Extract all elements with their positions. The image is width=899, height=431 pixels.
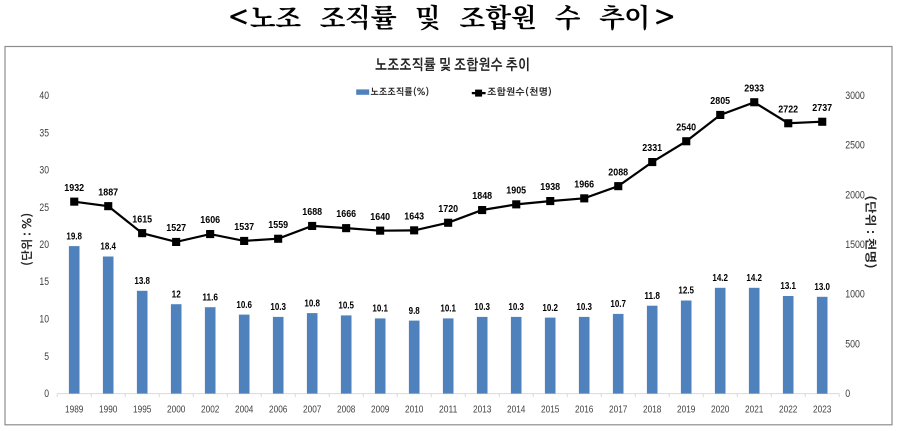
svg-text:13.0: 13.0 — [814, 282, 830, 293]
svg-text:2000: 2000 — [845, 189, 865, 201]
svg-text:19.8: 19.8 — [66, 231, 82, 242]
svg-text:2023: 2023 — [813, 404, 832, 415]
svg-text:0: 0 — [44, 388, 49, 400]
svg-text:2011: 2011 — [439, 404, 458, 415]
svg-text:2016: 2016 — [575, 404, 594, 415]
svg-text:1527: 1527 — [166, 223, 186, 234]
svg-text:30: 30 — [39, 165, 49, 177]
svg-text:2018: 2018 — [643, 404, 662, 415]
svg-text:2020: 2020 — [711, 404, 730, 415]
svg-text:2088: 2088 — [608, 167, 628, 178]
svg-text:10.7: 10.7 — [610, 299, 626, 310]
svg-text:14.2: 14.2 — [712, 273, 728, 284]
svg-text:1666: 1666 — [336, 209, 356, 220]
svg-text:2933: 2933 — [744, 83, 764, 94]
svg-text:1887: 1887 — [98, 187, 118, 198]
svg-text:1640: 1640 — [370, 212, 390, 223]
svg-text:2017: 2017 — [609, 404, 628, 415]
svg-text:10: 10 — [39, 314, 49, 326]
svg-text:2009: 2009 — [371, 404, 390, 415]
svg-text:12: 12 — [172, 289, 181, 300]
svg-text:2722: 2722 — [778, 104, 798, 115]
svg-text:2008: 2008 — [337, 404, 356, 415]
svg-text:1606: 1606 — [200, 215, 220, 226]
svg-text:2014: 2014 — [507, 404, 526, 415]
svg-text:2002: 2002 — [201, 404, 220, 415]
svg-text:1990: 1990 — [99, 404, 118, 415]
svg-text:1932: 1932 — [64, 183, 84, 194]
svg-text:0: 0 — [845, 388, 850, 400]
svg-text:10.6: 10.6 — [236, 300, 252, 311]
svg-text:35: 35 — [39, 127, 49, 139]
svg-text:1989: 1989 — [65, 404, 84, 415]
svg-text:10.3: 10.3 — [508, 302, 524, 313]
svg-text:1500: 1500 — [845, 239, 865, 251]
svg-text:2000: 2000 — [167, 404, 186, 415]
svg-text:2805: 2805 — [710, 96, 730, 107]
svg-text:5: 5 — [44, 351, 49, 363]
svg-text:25: 25 — [39, 202, 49, 214]
svg-text:1559: 1559 — [268, 220, 288, 231]
svg-text:11.6: 11.6 — [202, 292, 218, 303]
svg-text:500: 500 — [845, 338, 860, 350]
svg-text:2010: 2010 — [405, 404, 424, 415]
svg-text:15: 15 — [39, 276, 49, 288]
svg-text:1905: 1905 — [506, 186, 526, 197]
svg-text:10.3: 10.3 — [576, 302, 592, 313]
svg-text:1537: 1537 — [234, 222, 254, 233]
svg-text:1966: 1966 — [574, 179, 594, 190]
svg-text:2022: 2022 — [779, 404, 798, 415]
svg-text:10.3: 10.3 — [474, 302, 490, 313]
svg-text:40: 40 — [39, 90, 49, 102]
svg-text:2015: 2015 — [541, 404, 560, 415]
svg-text:1615: 1615 — [132, 214, 152, 225]
svg-text:2006: 2006 — [269, 404, 288, 415]
svg-text:10.5: 10.5 — [338, 301, 354, 312]
svg-text:20: 20 — [39, 239, 49, 251]
svg-text:1995: 1995 — [133, 404, 152, 415]
svg-text:13.8: 13.8 — [134, 276, 150, 287]
svg-text:2007: 2007 — [303, 404, 322, 415]
svg-text:14.2: 14.2 — [746, 273, 762, 284]
svg-text:10.1: 10.1 — [372, 304, 388, 315]
svg-text:1688: 1688 — [302, 207, 322, 218]
svg-text:3000: 3000 — [845, 90, 865, 102]
svg-text:2004: 2004 — [235, 404, 254, 415]
svg-text:11.8: 11.8 — [644, 291, 660, 302]
svg-text:12.5: 12.5 — [678, 286, 694, 297]
svg-text:1848: 1848 — [472, 191, 492, 202]
svg-text:1000: 1000 — [845, 289, 865, 301]
svg-text:10.3: 10.3 — [270, 302, 286, 313]
svg-text:9.8: 9.8 — [409, 306, 420, 317]
svg-text:10.2: 10.2 — [542, 303, 558, 314]
svg-text:2737: 2737 — [812, 103, 832, 114]
svg-text:2013: 2013 — [473, 404, 492, 415]
svg-text:2019: 2019 — [677, 404, 696, 415]
svg-text:1720: 1720 — [438, 204, 458, 215]
svg-text:18.4: 18.4 — [100, 242, 116, 253]
svg-text:2021: 2021 — [745, 404, 764, 415]
svg-text:1643: 1643 — [404, 212, 424, 223]
svg-text:1938: 1938 — [540, 182, 560, 193]
svg-text:2500: 2500 — [845, 140, 865, 152]
svg-text:13.1: 13.1 — [780, 281, 796, 292]
svg-text:2331: 2331 — [642, 143, 662, 154]
svg-text:10.8: 10.8 — [304, 298, 320, 309]
svg-text:2540: 2540 — [676, 122, 696, 133]
svg-text:10.1: 10.1 — [440, 304, 456, 315]
